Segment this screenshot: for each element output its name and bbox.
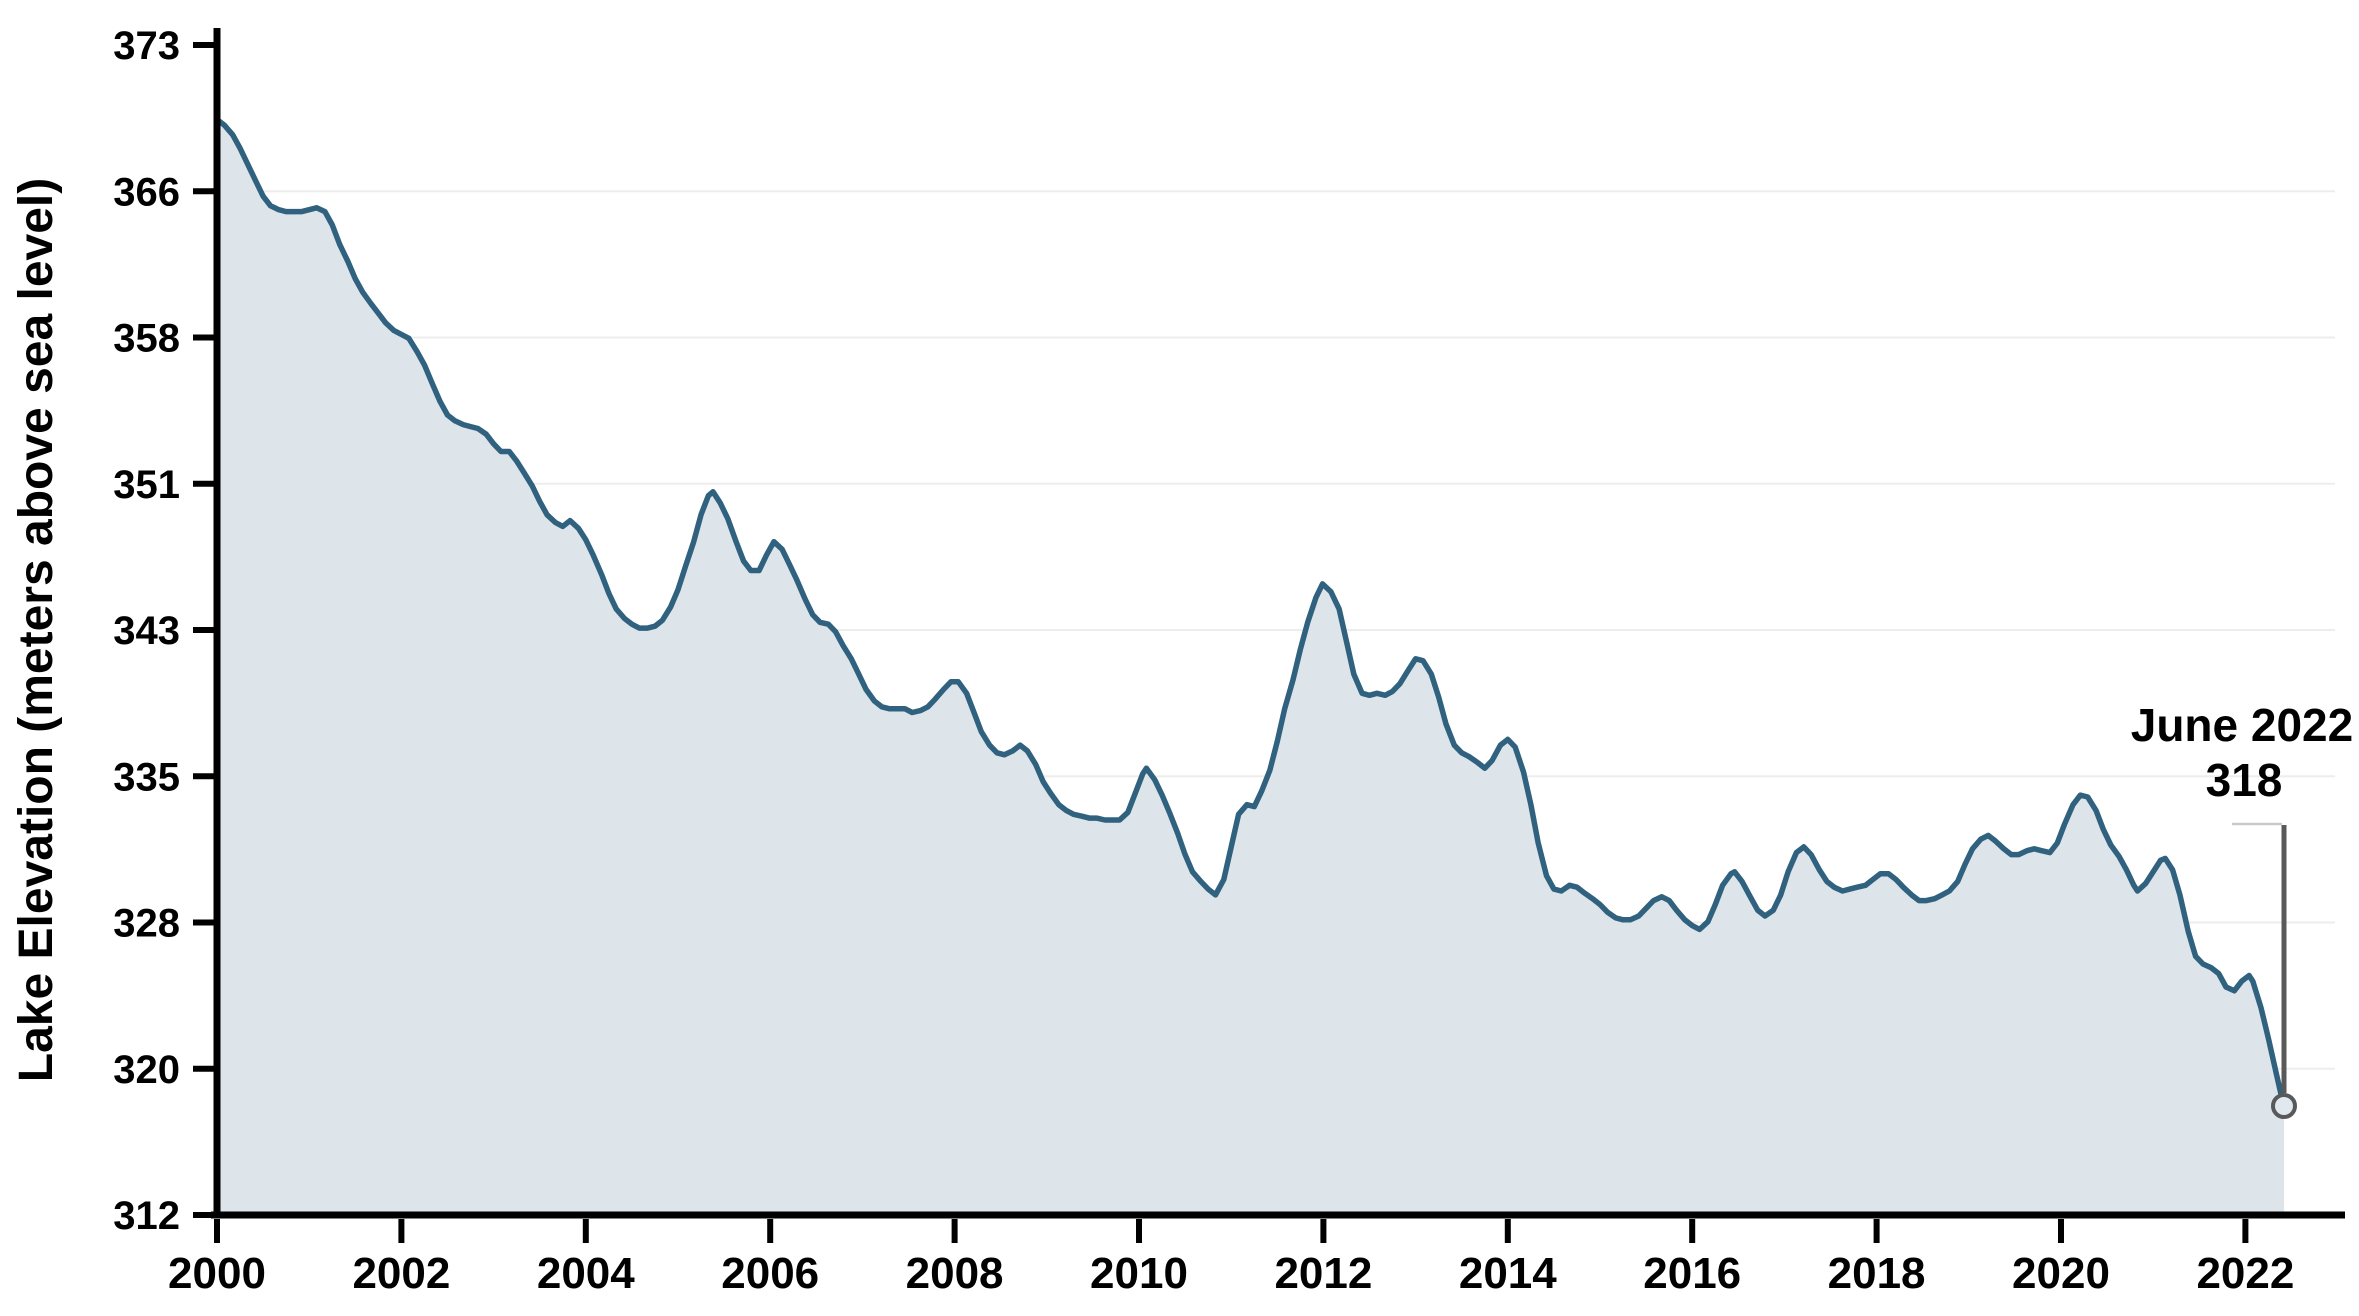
axes (193, 28, 2345, 1243)
y-tick-label: 335 (113, 755, 180, 799)
annotation-label: June 2022 (2131, 699, 2353, 751)
elevation-area (217, 119, 2285, 1215)
y-tick-label: 373 (113, 24, 180, 68)
elevation-line (214, 116, 2287, 1111)
x-tick-label: 2002 (352, 1249, 450, 1298)
y-tick-label: 351 (113, 463, 180, 507)
x-tick-label: 2016 (1643, 1249, 1741, 1298)
y-tick-label: 343 (113, 609, 180, 653)
x-tick-label: 2020 (2012, 1249, 2110, 1298)
y-tick-label: 328 (113, 902, 180, 946)
y-tick-label: 312 (113, 1194, 180, 1238)
y-tick-label: 358 (113, 317, 180, 361)
x-tick-label: 2022 (2196, 1249, 2294, 1298)
y-axis-title: Lake Elevation (meters above sea level) (10, 178, 63, 1082)
end-point-marker (2271, 1093, 2297, 1119)
x-tick-label: 2014 (1459, 1249, 1557, 1298)
x-tick-label: 2006 (721, 1249, 819, 1298)
x-tick-label: 2000 (168, 1249, 266, 1298)
x-tick-label: 2008 (906, 1249, 1004, 1298)
x-tick-label: 2004 (537, 1249, 635, 1298)
x-tick-label: 2018 (1828, 1249, 1926, 1298)
tick-labels: 373 366 358 351 343 335 328 320 312 2000 2002 2004 2… (113, 24, 2294, 1298)
elevation-series (214, 116, 2287, 1215)
x-tick-label: 2012 (1274, 1249, 1372, 1298)
x-tick-label: 2010 (1090, 1249, 1188, 1298)
annotation-june-2022: June 2022 318 (2131, 699, 2353, 1119)
annotation-value: 318 (2206, 754, 2283, 806)
y-tick-label: 320 (113, 1048, 180, 1092)
y-tick-label: 366 (113, 170, 180, 214)
